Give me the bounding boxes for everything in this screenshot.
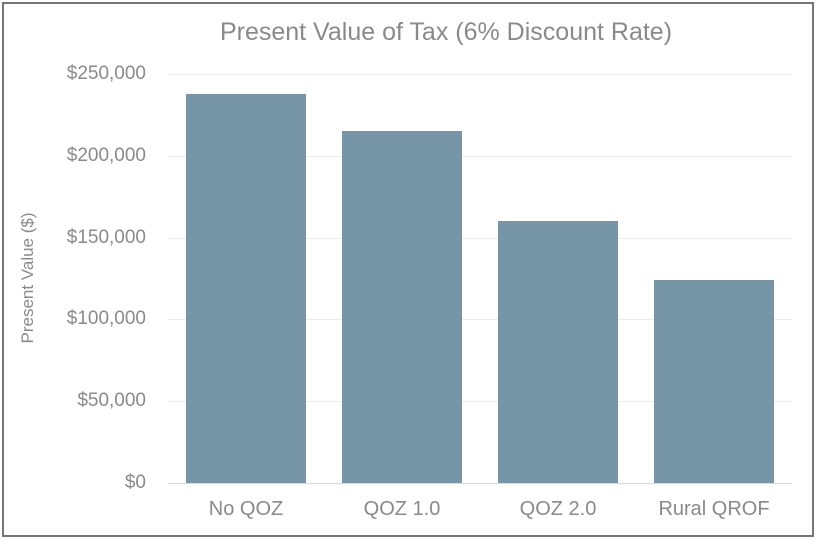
y-tick-label-0: $0 xyxy=(124,472,146,493)
x-tick-label-qoz-1-0: QOZ 1.0 xyxy=(363,498,441,520)
bar-qoz-2-0 xyxy=(498,221,618,483)
y-tick-label-100-000: $100,000 xyxy=(66,308,146,330)
x-tick-label-rural-qrof: Rural QROF xyxy=(658,498,770,520)
gridline-100-000 xyxy=(168,319,792,321)
gridline-200-000 xyxy=(168,155,792,157)
y-tick-label-50-000: $50,000 xyxy=(77,390,146,412)
x-axis-line xyxy=(168,483,792,484)
y-tick-label-250-000: $250,000 xyxy=(66,63,146,84)
x-tick-label-no-qoz: No QOZ xyxy=(208,498,284,520)
gridline-150-000 xyxy=(168,237,792,239)
x-tick-label-qoz-2-0: QOZ 2.0 xyxy=(519,498,597,520)
bar-no-qoz xyxy=(186,94,306,483)
y-tick-label-200-000: $200,000 xyxy=(66,144,146,166)
bar-rural-qrof xyxy=(654,280,774,483)
gridline-250-000 xyxy=(168,74,792,75)
bar-qoz-1-0 xyxy=(342,131,462,483)
y-tick-label-150-000: $150,000 xyxy=(66,226,146,248)
gridline-50-000 xyxy=(168,401,792,403)
chart-title: Present Value of Tax (6% Discount Rate) xyxy=(219,18,673,46)
plot-area xyxy=(168,74,792,484)
